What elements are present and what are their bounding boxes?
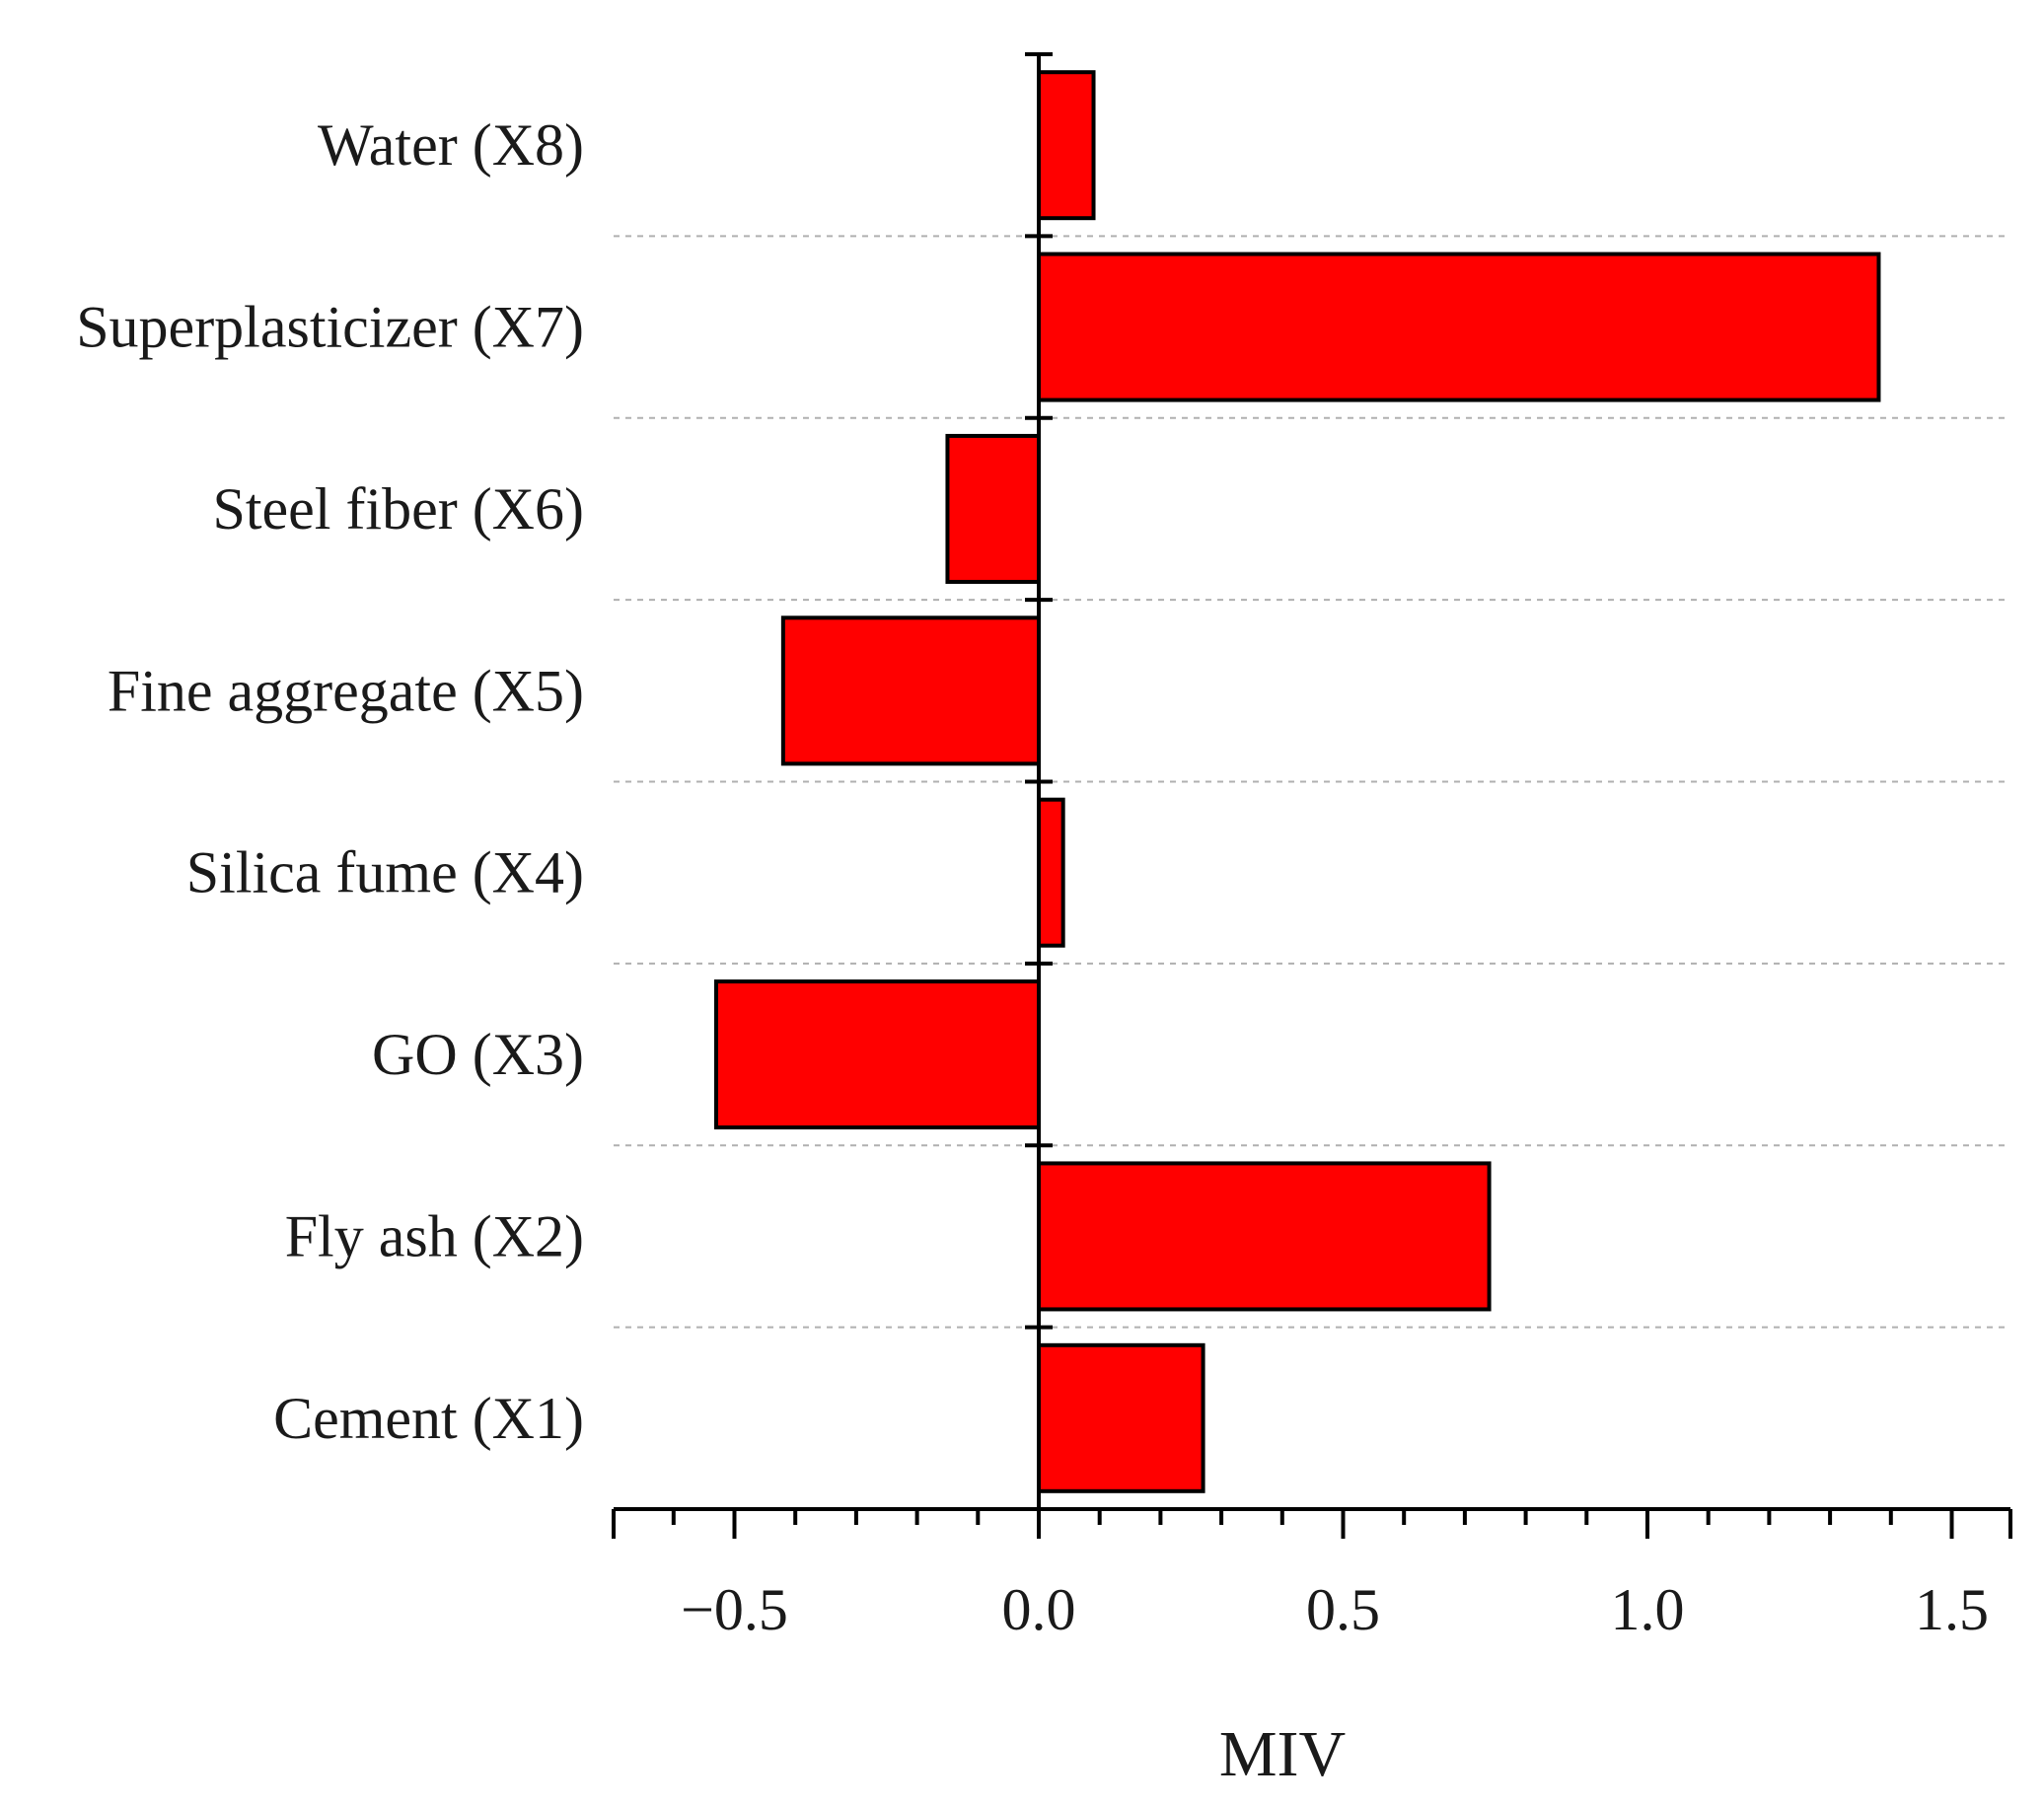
bar-1: [1037, 70, 1096, 221]
x-tick-label: 1.0: [1611, 1577, 1685, 1642]
x-tick-label: 1.5: [1915, 1577, 1989, 1642]
bar-5: [1037, 797, 1065, 948]
category-labels: Water (X8) Superplasticizer (X7) Steel fib…: [76, 112, 584, 1451]
category-label: Water (X8): [318, 112, 584, 178]
bar-8: [1037, 1342, 1205, 1493]
category-label: Fly ash (X2): [285, 1203, 584, 1268]
bar-4: [780, 615, 1041, 766]
category-label: Cement (X1): [273, 1386, 584, 1451]
x-tick-label: −0.5: [681, 1577, 788, 1642]
category-label: Silica fume (X4): [186, 840, 584, 905]
category-label: Fine aggregate (X5): [108, 658, 584, 723]
bar-3: [945, 433, 1042, 584]
axes: [612, 52, 2012, 1539]
bar-6: [713, 979, 1041, 1130]
category-label: GO (X3): [372, 1022, 584, 1087]
x-tick-label: 0.0: [1002, 1577, 1076, 1642]
category-label: Steel fiber (X6): [212, 476, 584, 542]
bars: [713, 70, 1881, 1493]
x-tick-labels: −0.5 0.0 0.5 1.0 1.5: [681, 1577, 1989, 1642]
category-label: Superplasticizer (X7): [76, 295, 584, 360]
grid-lines: [614, 235, 2010, 1329]
x-axis-title: MIV: [1219, 1718, 1346, 1790]
x-tick-label: 0.5: [1306, 1577, 1380, 1642]
bar-2: [1037, 252, 1881, 402]
bar-7: [1037, 1161, 1492, 1312]
